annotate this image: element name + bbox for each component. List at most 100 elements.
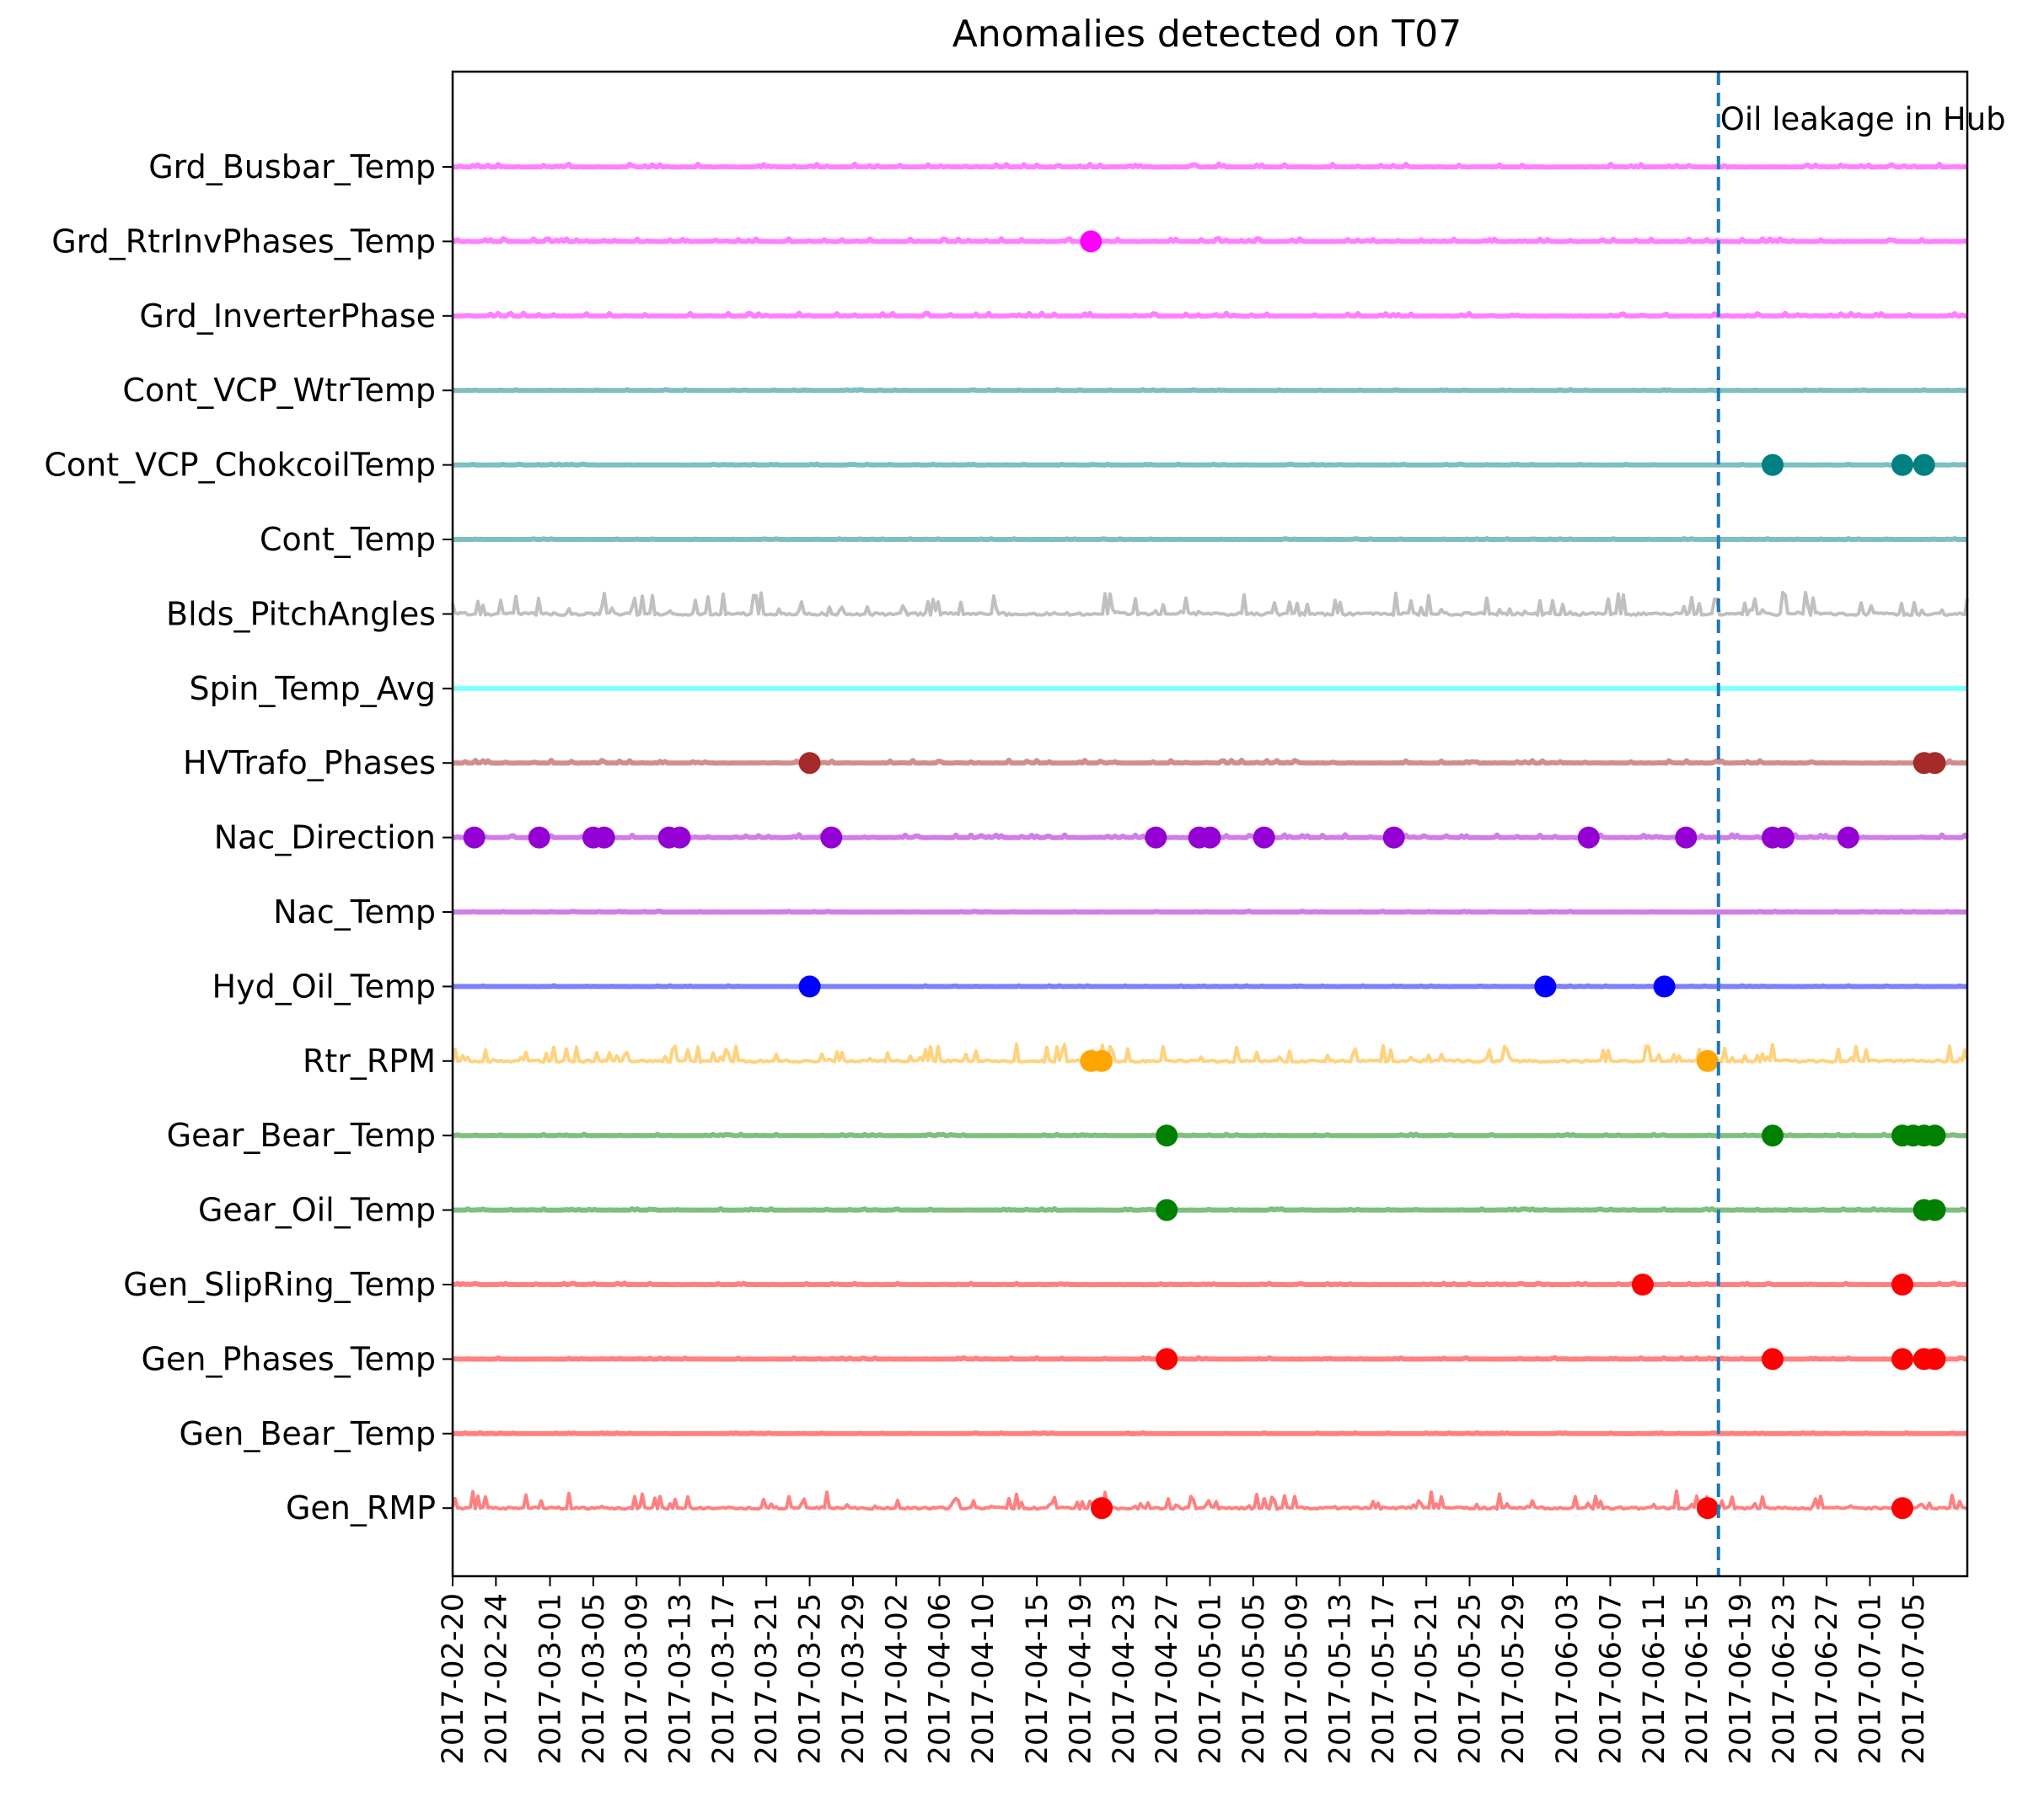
anomaly-marker-gen-phases-temp	[1891, 1348, 1913, 1371]
x-tick-label: 2017-05-09	[1280, 1593, 1314, 1764]
series-line-cont-vcp-chokcoiltemp	[453, 461, 1968, 468]
anomaly-marker-gen-phases-temp	[1762, 1348, 1784, 1371]
anomaly-marker-nac-direction	[1253, 826, 1275, 849]
anomaly-marker-gear-oil-temp	[1156, 1199, 1178, 1221]
y-tick-label: Hyd_Oil_Temp	[212, 968, 436, 1005]
anomaly-marker-gear-oil-temp	[1923, 1199, 1946, 1221]
anomaly-marker-hyd-oil-temp	[1653, 975, 1676, 998]
x-tick-label: 2017-05-17	[1367, 1593, 1401, 1764]
series-line-grd-busbar-temp	[453, 161, 1968, 170]
anomaly-marker-nac-direction	[593, 826, 615, 849]
y-tick-label: Gear_Bear_Temp	[167, 1117, 436, 1154]
x-tick-label: 2017-06-19	[1724, 1593, 1757, 1764]
series-line-gen-rmp	[451, 1489, 1968, 1511]
x-tick-label: 2017-06-07	[1594, 1593, 1628, 1764]
anomaly-marker-grd-rtrinvphases-temp	[1080, 230, 1102, 253]
x-tick-label: 2017-05-25	[1454, 1593, 1488, 1764]
x-tick-label: 2017-06-11	[1638, 1593, 1671, 1764]
anomaly-marker-hvtrafo-phases	[798, 752, 821, 775]
y-tick-label: Cont_Temp	[260, 521, 436, 558]
x-tick-label: 2017-07-05	[1897, 1593, 1931, 1764]
x-tick-label: 2017-03-17	[707, 1593, 741, 1764]
anomaly-marker-nac-direction	[820, 826, 843, 849]
y-tick-label: Gear_Oil_Temp	[198, 1192, 436, 1229]
x-tick-label: 2017-07-01	[1854, 1593, 1888, 1764]
series-line-rtr-rpm	[451, 1042, 1969, 1064]
anomaly-marker-nac-direction	[1577, 826, 1600, 849]
x-tick-label: 2017-05-29	[1497, 1593, 1531, 1764]
y-tick-label: Gen_Phases_Temp	[142, 1340, 436, 1377]
anomaly-marker-gen-rmp	[1091, 1497, 1113, 1520]
anomaly-marker-gen-phases-temp	[1156, 1348, 1178, 1371]
y-tick-label: Cont_VCP_ChokcoilTemp	[44, 447, 436, 484]
plot-frame	[451, 70, 1969, 1578]
y-tick-label: Gen_RMP	[286, 1489, 436, 1526]
y-tick-label: Grd_RtrInvPhases_Temp	[51, 223, 436, 260]
x-tick-label: 2017-02-24	[480, 1593, 513, 1764]
anomaly-marker-cont-vcp-chokcoiltemp	[1891, 453, 1913, 476]
y-tick-label: Nac_Temp	[273, 893, 436, 931]
anomaly-marker-gear-bear-temp	[1923, 1124, 1946, 1147]
anomaly-marker-nac-direction	[1382, 826, 1405, 849]
anomaly-marker-gen-slipring-temp	[1631, 1274, 1654, 1296]
x-tick-label: 2017-04-19	[1065, 1593, 1098, 1764]
series-line-gear-bear-temp	[453, 1131, 1968, 1139]
anomaly-marker-gen-slipring-temp	[1891, 1274, 1913, 1296]
anomaly-marker-hvtrafo-phases	[1923, 752, 1946, 775]
anomaly-marker-nac-direction	[1145, 826, 1167, 849]
x-tick-label: 2017-06-23	[1768, 1593, 1801, 1764]
y-tick-label: Cont_VCP_WtrTemp	[122, 372, 436, 409]
x-tick-label: 2017-06-03	[1551, 1593, 1585, 1764]
event-layer: Oil leakage in Hub	[1716, 72, 2006, 1576]
series-line-gen-slipring-temp	[452, 1280, 1968, 1288]
x-tick-label: 2017-03-13	[664, 1593, 698, 1764]
series-layer	[451, 161, 1970, 1511]
anomaly-marker-gen-rmp	[1891, 1497, 1913, 1520]
x-tick-label: 2017-06-15	[1681, 1593, 1714, 1764]
series-line-blds-pitchangles	[451, 590, 1969, 617]
x-ticks: 2017-02-20 2017-02-24 2017-03-01 2017-03-05…	[437, 1576, 1931, 1764]
series-line-grd-rtrinvphases-temp	[451, 236, 1968, 244]
anomaly-marker-gen-phases-temp	[1923, 1348, 1946, 1371]
anomaly-marker-rtr-rpm	[1696, 1049, 1719, 1072]
x-tick-label: 2017-04-27	[1151, 1593, 1184, 1764]
x-tick-label: 2017-03-29	[837, 1593, 871, 1764]
series-line-nac-temp	[452, 909, 1967, 915]
x-tick-label: 2017-04-10	[967, 1593, 1001, 1764]
anomaly-marker-gear-bear-temp	[1156, 1124, 1178, 1147]
x-tick-label: 2017-03-21	[750, 1593, 784, 1764]
anomaly-marker-nac-direction	[463, 826, 486, 849]
x-tick-label: 2017-06-27	[1811, 1593, 1844, 1764]
anomaly-marker-nac-direction	[1675, 826, 1698, 849]
anomaly-marker-gen-rmp	[1696, 1497, 1719, 1520]
x-tick-label: 2017-05-21	[1410, 1593, 1444, 1764]
y-tick-label: Gen_Bear_Temp	[179, 1415, 436, 1452]
x-tick-label: 2017-04-06	[924, 1593, 958, 1764]
anomaly-marker-rtr-rpm	[1091, 1049, 1113, 1072]
chart-title: Anomalies detected on T07	[952, 13, 1462, 56]
x-tick-label: 2017-04-02	[880, 1593, 914, 1764]
anomaly-marker-nac-direction	[1199, 826, 1221, 849]
x-tick-label: 2017-03-01	[534, 1593, 568, 1764]
series-line-cont-vcp-wtrtemp	[453, 387, 1968, 394]
x-tick-label: 2017-05-13	[1324, 1593, 1358, 1764]
series-line-hyd-oil-temp	[453, 983, 1967, 990]
y-tick-label: Grd_Busbar_Temp	[148, 148, 436, 185]
x-tick-label: 2017-05-05	[1237, 1593, 1271, 1764]
anomaly-marker-hyd-oil-temp	[798, 975, 821, 998]
anomaly-marker-nac-direction	[1772, 826, 1795, 849]
anomaly-marker-cont-vcp-chokcoiltemp	[1762, 453, 1784, 476]
y-tick-label: Blds_PitchAngles	[166, 595, 436, 632]
anomaly-marker-nac-direction	[1837, 826, 1859, 849]
y-tick-label: Nac_Direction	[214, 819, 436, 856]
y-tick-label: HVTrafo_Phases	[183, 744, 436, 781]
event-label: Oil leakage in Hub	[1720, 101, 2006, 137]
x-tick-label: 2017-05-01	[1194, 1593, 1228, 1764]
series-line-gen-phases-temp	[452, 1355, 1968, 1362]
series-line-hvtrafo-phases	[452, 757, 1968, 766]
anomaly-marker-nac-direction	[528, 826, 550, 849]
x-tick-label: 2017-02-20	[437, 1593, 470, 1764]
series-line-gear-oil-temp	[452, 1206, 1967, 1213]
x-tick-label: 2017-03-05	[577, 1593, 611, 1764]
